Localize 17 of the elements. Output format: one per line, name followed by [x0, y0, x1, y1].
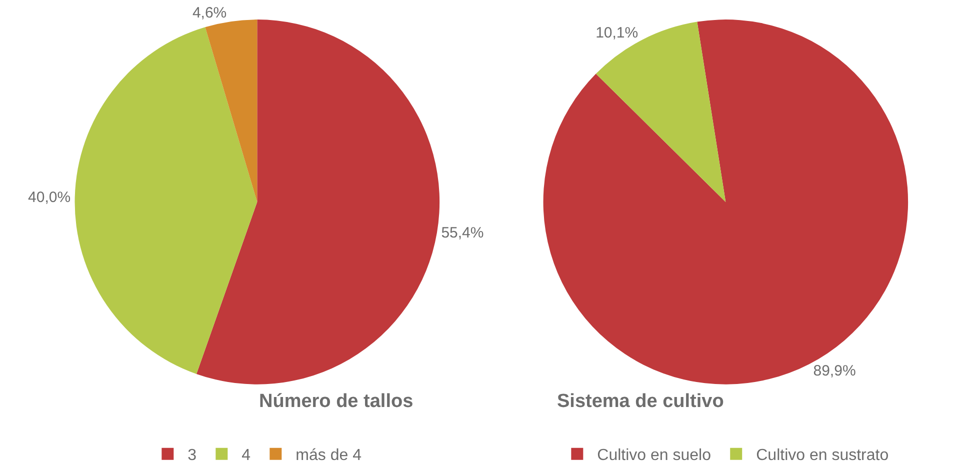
pie-slice: [205, 20, 258, 202]
legend-label: más de 4: [296, 447, 362, 464]
pie-slice: [196, 20, 440, 384]
legend-label: 4: [242, 447, 251, 464]
pie-slice: [74, 27, 258, 374]
data-label: 55,4%: [441, 224, 484, 242]
data-label: 40,0%: [28, 188, 71, 206]
data-label: 10,1%: [596, 24, 638, 42]
pie-slice: [596, 22, 726, 202]
data-label: 4,6%: [192, 4, 227, 22]
pie-slice: [543, 20, 908, 384]
data-label: 89,9%: [813, 362, 856, 380]
legend-label: Cultivo en sustrato: [756, 447, 889, 464]
text: Número de tallos: [259, 391, 414, 412]
text: Sistema de cultivo: [557, 391, 724, 412]
legend-label: Cultivo en suelo: [597, 447, 712, 464]
legend-label: 3: [188, 447, 197, 464]
